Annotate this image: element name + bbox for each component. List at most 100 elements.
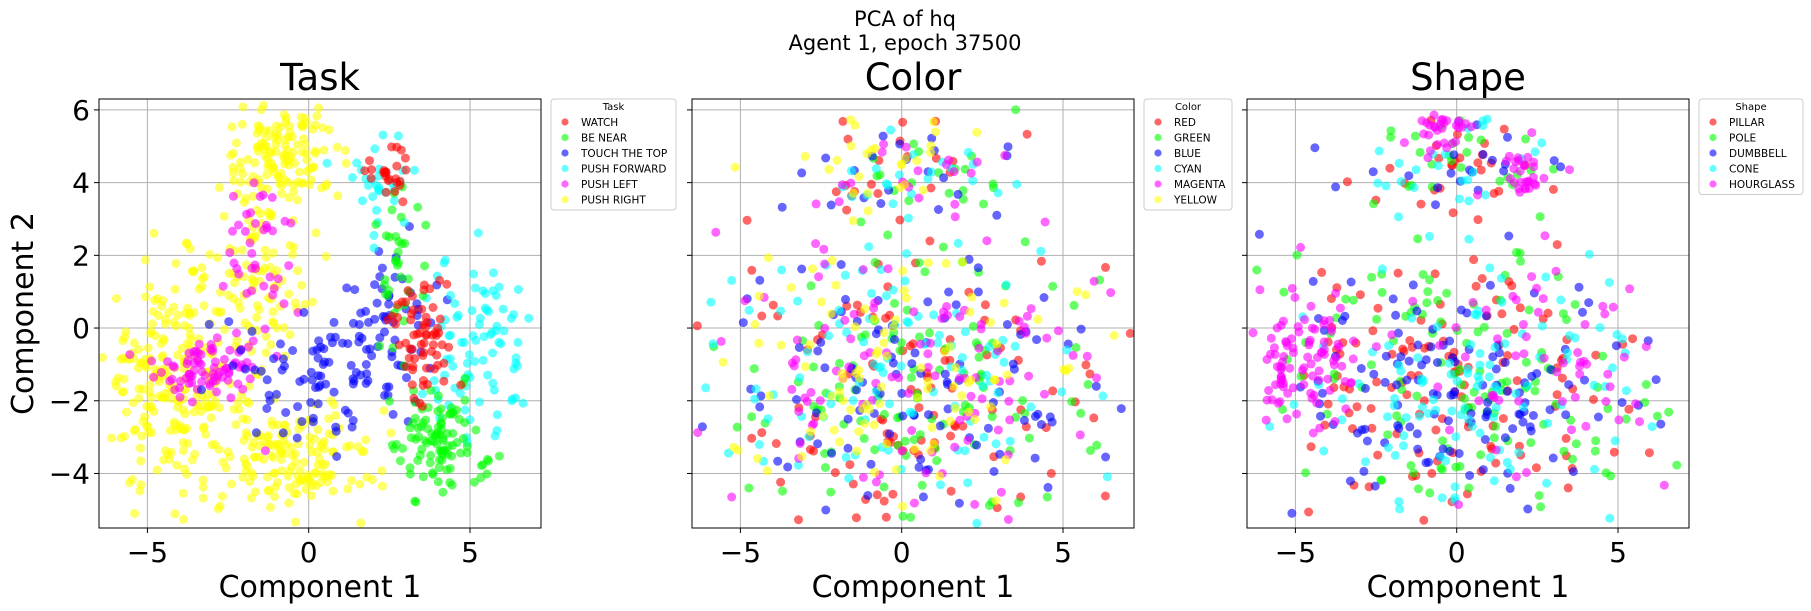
scatter-point <box>871 164 881 174</box>
scatter-point <box>241 466 251 476</box>
scatter-point <box>513 337 523 347</box>
scatter-point <box>1519 349 1529 359</box>
scatter-point <box>951 363 961 372</box>
scatter-point <box>1408 280 1418 290</box>
scatter-point <box>824 164 834 174</box>
scatter-point <box>488 348 498 358</box>
scatter-point <box>262 404 272 413</box>
scatter-point <box>991 439 1001 449</box>
scatter-point <box>1396 352 1406 362</box>
scatter-point <box>1106 288 1116 298</box>
scatter-point <box>229 176 239 186</box>
legend-entry: POLE <box>1729 132 1756 144</box>
scatter-point <box>290 449 300 459</box>
scatter-point <box>1631 399 1641 409</box>
scatter-point <box>395 176 405 186</box>
scatter-point <box>1429 110 1439 120</box>
scatter-point <box>273 420 282 430</box>
scatter-point <box>1283 388 1293 398</box>
scatter-point <box>923 384 933 394</box>
legend-marker <box>1709 118 1717 126</box>
scatter-point <box>1502 377 1512 387</box>
scatter-point <box>421 322 431 332</box>
scatter-point <box>272 266 282 276</box>
scatter-point <box>498 304 508 314</box>
scatter-point <box>1308 428 1318 438</box>
scatter-point <box>888 322 898 332</box>
scatter-point <box>793 296 803 306</box>
scatter-point <box>1394 497 1404 507</box>
scatter-point <box>387 311 397 321</box>
scatter-point <box>1591 350 1601 360</box>
scatter-point <box>1421 355 1431 365</box>
scatter-point <box>879 482 889 492</box>
scatter-point <box>1459 394 1469 404</box>
scatter-point <box>1042 333 1052 343</box>
scatter-point <box>239 197 249 207</box>
scatter-point <box>1373 450 1383 460</box>
scatter-point <box>340 146 350 155</box>
scatter-point <box>993 425 1003 435</box>
scatter-point <box>159 336 169 345</box>
scatter-point <box>972 157 982 167</box>
scatter-point <box>292 489 302 499</box>
scatter-point <box>809 419 819 428</box>
scatter-point <box>418 350 428 360</box>
scatter-point <box>1527 128 1537 138</box>
scatter-point <box>198 475 208 485</box>
scatter-point <box>795 373 805 383</box>
scatter-point <box>1483 397 1493 407</box>
scatter-point <box>1488 352 1498 362</box>
scatter-point <box>1605 513 1615 523</box>
scatter-point <box>1543 308 1553 318</box>
scatter-point <box>1089 413 1099 423</box>
scatter-point <box>1081 360 1091 370</box>
scatter-point <box>794 515 803 525</box>
scatter-point <box>1600 309 1610 319</box>
scatter-point <box>1085 369 1095 379</box>
scatter-point <box>877 147 887 157</box>
scatter-point <box>860 419 870 428</box>
scatter-point <box>499 326 509 336</box>
scatter-point <box>1652 411 1662 421</box>
scatter-point <box>1574 282 1584 292</box>
scatter-point <box>907 426 917 435</box>
scatter-point <box>462 448 472 458</box>
scatter-point <box>854 427 864 436</box>
scatter-point <box>946 486 956 496</box>
scatter-point <box>1466 340 1476 350</box>
scatter-point <box>1478 149 1488 159</box>
scatter-point <box>1534 491 1544 500</box>
scatter-point <box>883 230 893 240</box>
scatter-point <box>787 384 797 394</box>
scatter-point <box>254 305 264 314</box>
scatter-point <box>170 284 180 294</box>
scatter-point <box>260 446 270 456</box>
scatter-point <box>831 280 841 290</box>
scatter-point <box>1511 389 1521 399</box>
legend-entry: BLUE <box>1174 148 1201 160</box>
scatter-point <box>1559 446 1569 456</box>
scatter-point <box>270 468 280 478</box>
scatter-point <box>1499 124 1509 134</box>
scatter-point <box>954 498 964 508</box>
scatter-point <box>1346 378 1356 388</box>
scatter-point <box>950 199 960 209</box>
scatter-point <box>753 454 763 464</box>
x-tick-label: −5 <box>127 536 168 569</box>
scatter-point <box>392 161 402 171</box>
scatter-point <box>293 266 303 276</box>
scatter-point <box>1565 165 1574 175</box>
scatter-point <box>797 264 807 274</box>
scatter-point <box>813 346 823 356</box>
scatter-point <box>915 430 925 440</box>
scatter-point <box>250 365 260 375</box>
scatter-point <box>261 220 271 230</box>
scatter-point <box>387 352 397 362</box>
scatter-point <box>963 478 973 488</box>
scatter-point <box>292 195 302 205</box>
scatter-point <box>1003 515 1013 524</box>
scatter-point <box>924 410 933 420</box>
scatter-point <box>178 438 188 448</box>
scatter-point <box>1304 340 1314 350</box>
